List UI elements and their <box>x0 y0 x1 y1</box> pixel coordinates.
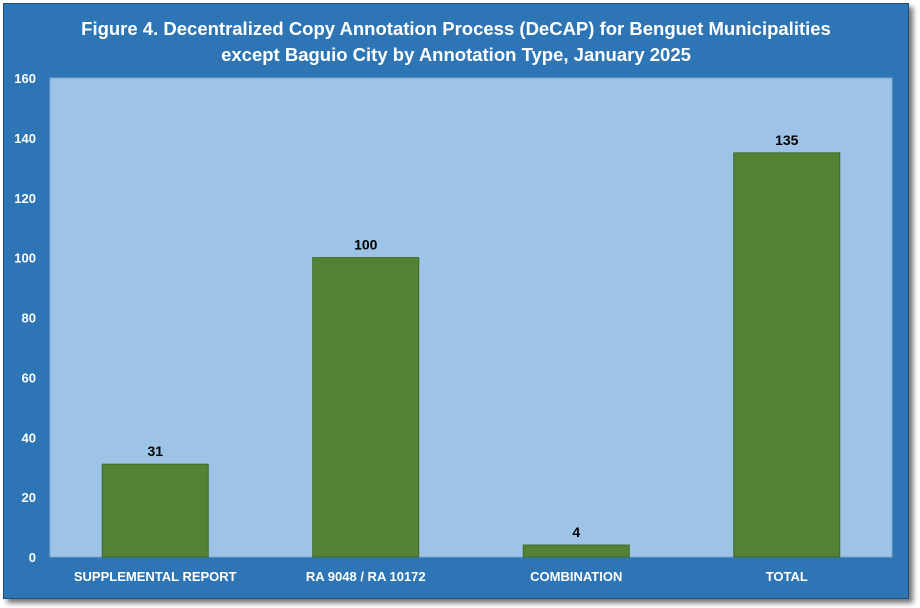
y-tick-label: 140 <box>14 131 36 146</box>
bar-data-label: 135 <box>775 132 799 148</box>
chart-title-line2: except Baguio City by Annotation Type, J… <box>221 44 691 65</box>
y-tick-label: 160 <box>14 71 36 86</box>
x-category-label: SUPPLEMENTAL REPORT <box>74 569 237 584</box>
y-tick-label: 0 <box>29 550 36 565</box>
bar-data-label: 31 <box>147 443 163 459</box>
y-tick-label: 100 <box>14 251 36 266</box>
y-tick-label: 40 <box>22 430 36 445</box>
bar <box>733 152 841 558</box>
chart-title: Figure 4. Decentralized Copy Annotation … <box>4 16 908 68</box>
x-category-label: RA 9048 / RA 10172 <box>306 569 426 584</box>
bar-data-label: 100 <box>354 237 378 253</box>
bar <box>101 463 209 558</box>
y-tick-label: 120 <box>14 191 36 206</box>
x-category-label: COMBINATION <box>530 569 622 584</box>
y-tick-label: 80 <box>22 311 36 326</box>
y-tick-label: 60 <box>22 370 36 385</box>
bar <box>522 544 630 558</box>
bar-data-label: 4 <box>572 524 580 540</box>
chart-title-line1: Figure 4. Decentralized Copy Annotation … <box>81 18 831 39</box>
bar <box>312 257 420 558</box>
x-category-label: TOTAL <box>766 569 808 584</box>
y-tick-label: 20 <box>22 490 36 505</box>
